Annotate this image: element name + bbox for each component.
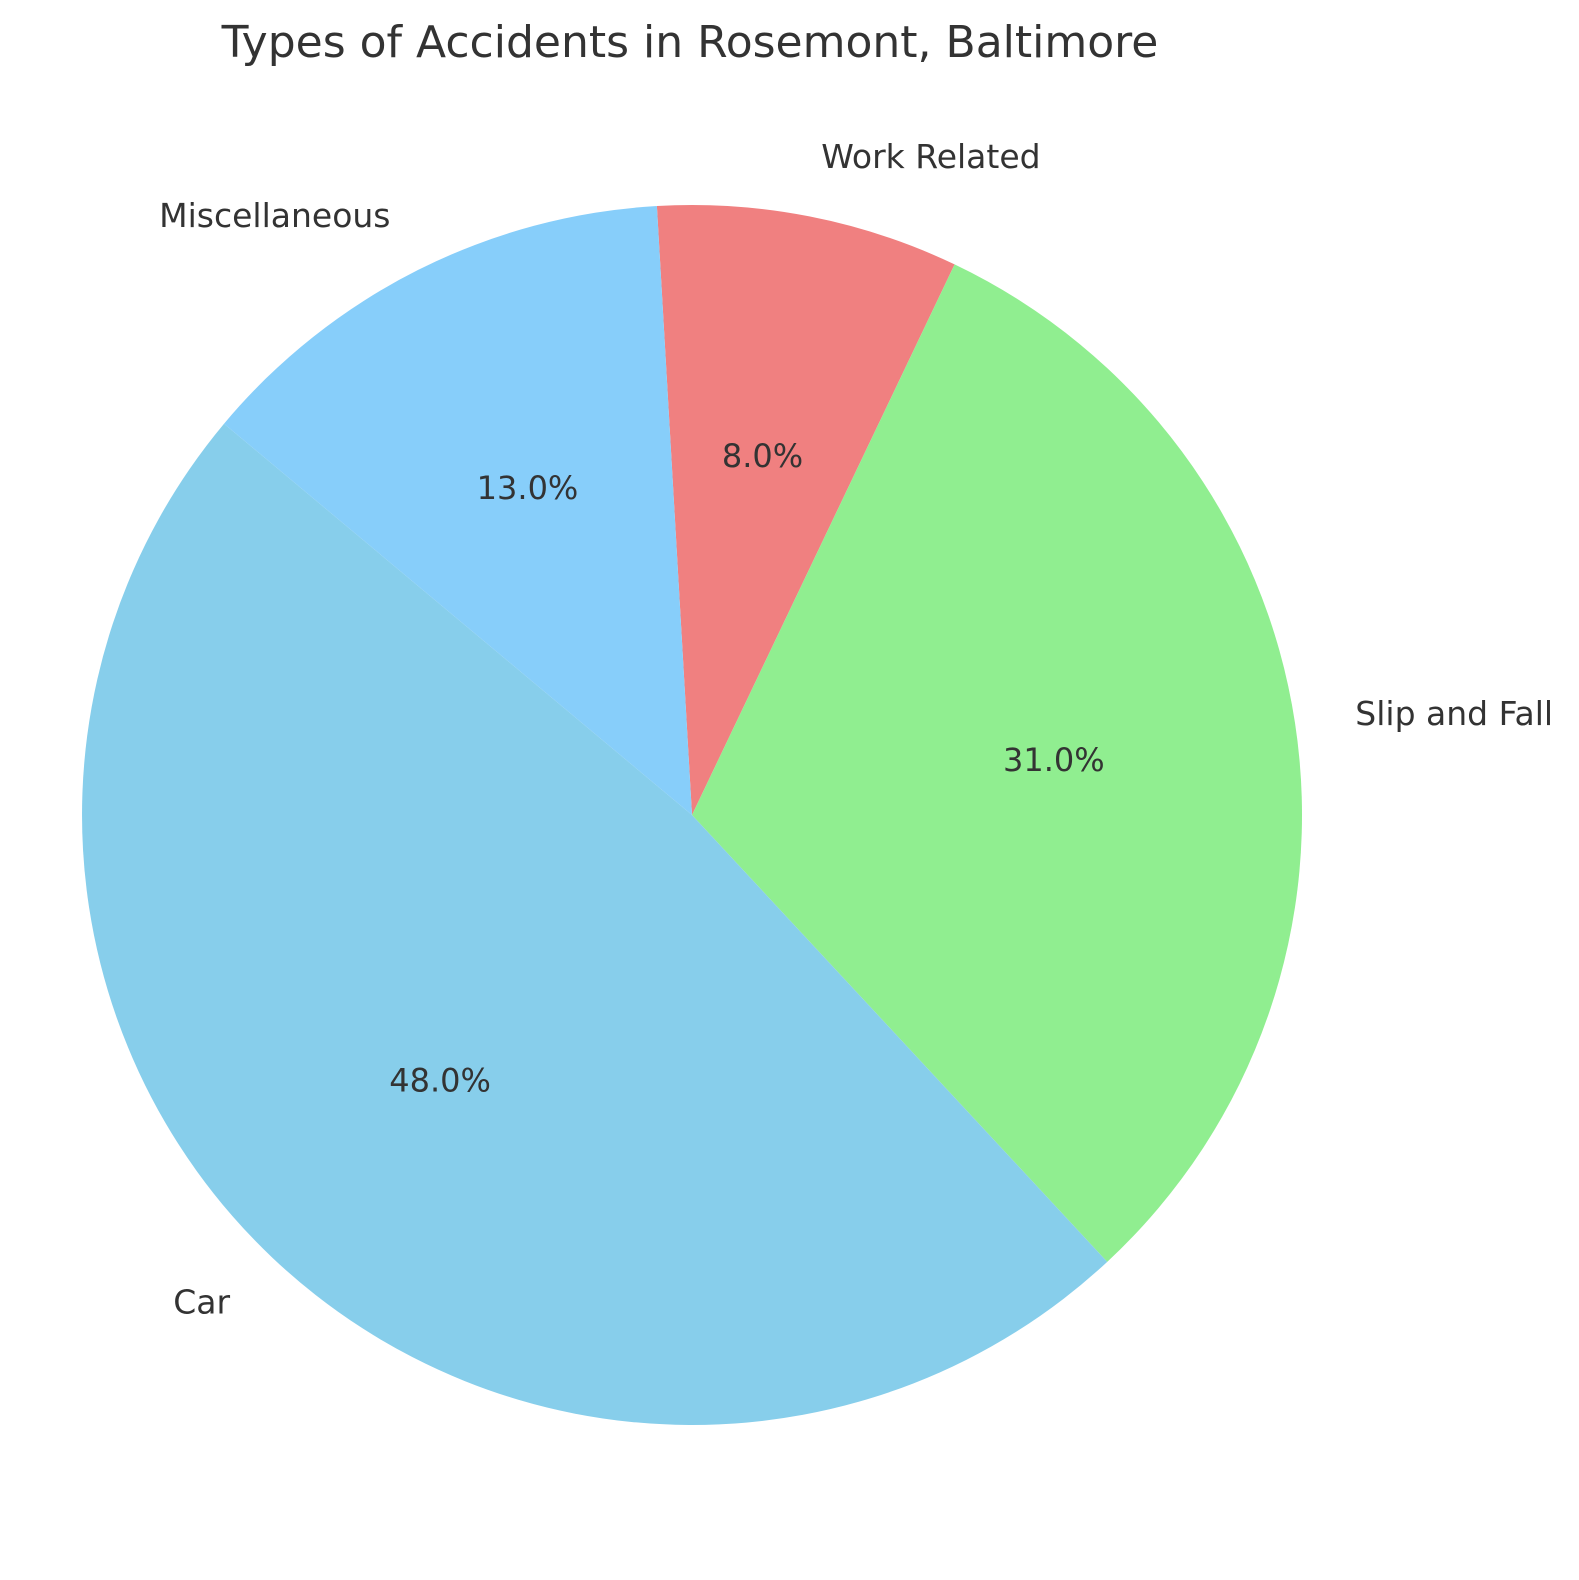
pie-pct-label-work-related: 8.0% xyxy=(722,437,803,475)
pie-pct-label-miscellaneous: 13.0% xyxy=(477,469,579,507)
pie-slice-slip-and-fall xyxy=(692,264,1303,1262)
pie-pct-label-car: 48.0% xyxy=(389,1062,491,1100)
pie-slice-work-related xyxy=(656,204,955,815)
pie-category-label-miscellaneous: Miscellaneous xyxy=(159,196,390,235)
pie-category-label-car: Car xyxy=(173,1282,230,1321)
pie-category-label-work-related: Work Related xyxy=(821,137,1040,176)
pie-slice-miscellaneous xyxy=(224,206,692,815)
pie-pct-label-slip-and-fall: 31.0% xyxy=(1003,741,1105,779)
pie-slice-car xyxy=(82,423,1108,1425)
chart-title: Types of Accidents in Rosemont, Baltimor… xyxy=(221,17,1159,68)
pie-category-label-slip-and-fall: Slip and Fall xyxy=(1355,694,1553,733)
